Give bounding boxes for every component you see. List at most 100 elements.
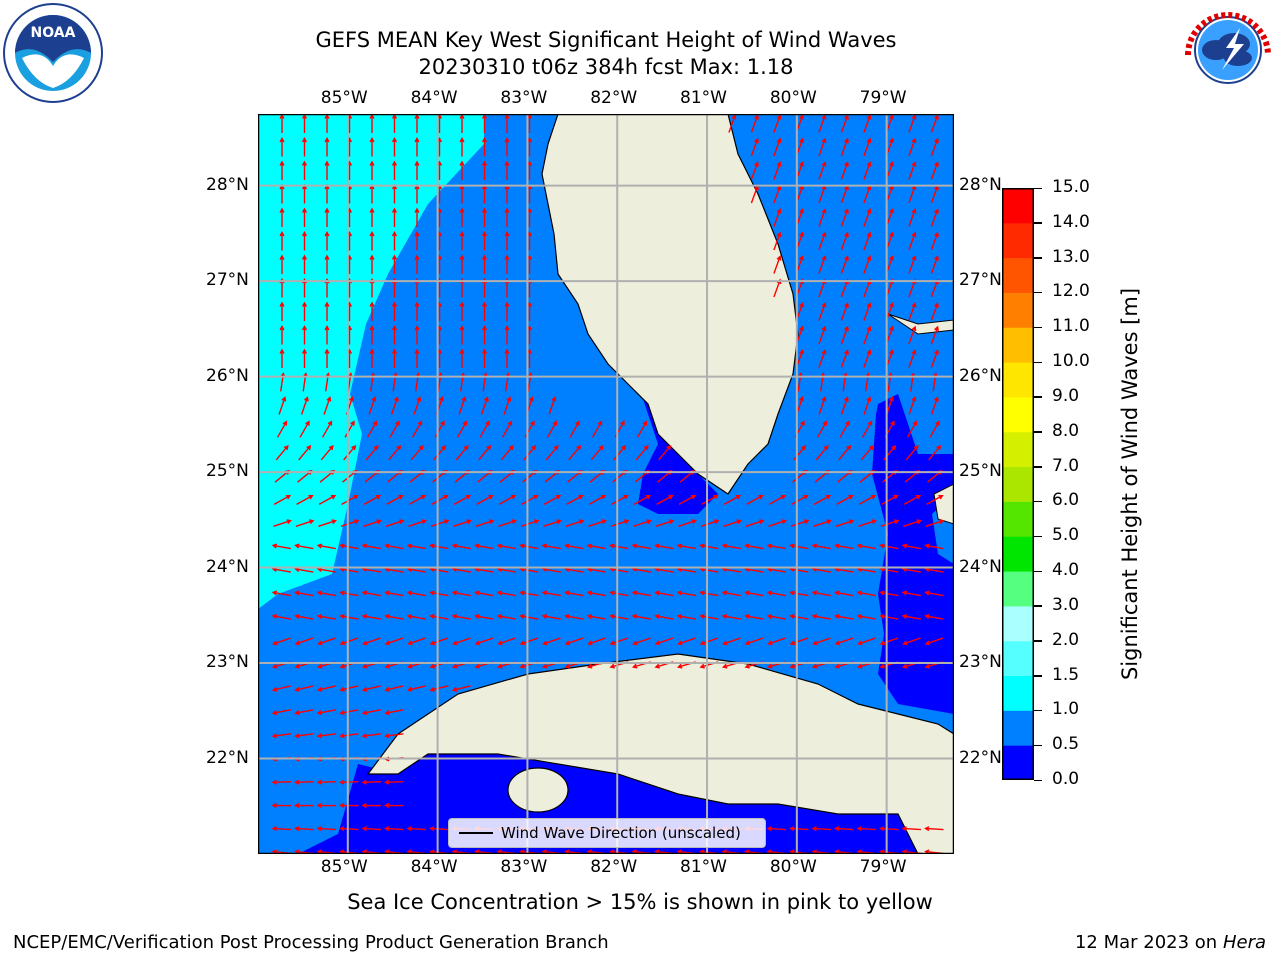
wind-arrow <box>456 420 468 438</box>
wind-arrow <box>676 613 696 620</box>
wind-arrow <box>863 349 872 368</box>
wind-arrow <box>750 161 759 180</box>
wind-arrow <box>481 137 488 157</box>
wind-arrow <box>362 637 381 646</box>
wind-arrow <box>654 637 674 646</box>
wind-arrow <box>723 494 742 505</box>
wind-arrow <box>406 543 426 550</box>
colorbar-tick-mark <box>1034 500 1042 503</box>
isla-juventud-land <box>507 767 569 813</box>
wind-arrow <box>818 208 827 227</box>
wind-arrow <box>789 637 809 646</box>
wind-arrow <box>429 543 449 550</box>
wind-arrow <box>386 494 404 505</box>
wind-arrow <box>901 590 921 597</box>
wind-arrow <box>678 519 697 527</box>
wind-arrow <box>361 685 381 692</box>
lon-label-bottom: 85°W <box>320 857 368 877</box>
wind-arrow <box>369 254 375 274</box>
wind-arrow <box>339 802 359 808</box>
wind-arrow <box>930 325 939 345</box>
wind-arrow <box>836 494 854 505</box>
wind-arrow <box>631 590 651 597</box>
colorbar-segment <box>1002 501 1034 537</box>
wind-arrow <box>369 207 375 227</box>
wind-arrow <box>609 590 629 597</box>
colorbar-tick-mark <box>1034 187 1042 189</box>
wind-arrow <box>564 613 584 620</box>
colorbar-segment <box>1002 466 1034 502</box>
lat-label-right: 25°N <box>959 461 1002 482</box>
wind-arrow <box>496 590 516 597</box>
wind-arrow <box>789 590 809 597</box>
wind-arrow <box>316 802 337 808</box>
wind-arrow <box>324 254 330 274</box>
wind-arrow <box>906 420 918 438</box>
colorbar-frame <box>1002 188 1034 780</box>
wind-arrow <box>324 160 330 180</box>
wind-arrow <box>863 255 872 274</box>
wind-arrow <box>924 826 944 832</box>
wind-arrow <box>459 254 465 274</box>
lat-label-left: 28°N <box>206 174 249 195</box>
colorbar-segment <box>1002 710 1034 746</box>
wind-arrow <box>588 494 607 505</box>
noaa-logo: NOAA <box>3 3 103 103</box>
wind-arrow <box>905 444 919 461</box>
wind-arrow <box>498 494 517 505</box>
chart-title-line2: 20230310 t06z 384h fcst Max: 1.18 <box>418 55 794 79</box>
colorbar-tick-label: 11.0 <box>1052 316 1090 337</box>
wind-arrow <box>586 613 606 620</box>
colorbar-tick-label: 2.0 <box>1052 629 1080 650</box>
colorbar-tick-mark <box>1034 640 1042 642</box>
wind-arrow <box>273 519 292 527</box>
colorbar-tick-mark <box>1034 605 1042 607</box>
wind-arrow <box>773 114 782 133</box>
wind-arrow <box>587 637 606 646</box>
wind-arrow <box>414 348 420 368</box>
wind-arrow <box>343 444 357 461</box>
colorbar-tick-label: 9.0 <box>1052 385 1080 406</box>
wind-arrow <box>452 637 471 646</box>
footer-host: Hera <box>1222 932 1266 953</box>
wind-arrow <box>474 590 494 597</box>
wind-arrow <box>655 519 675 527</box>
wind-arrow <box>504 254 510 274</box>
wind-arrow <box>856 826 877 832</box>
lon-label-top: 79°W <box>859 88 907 108</box>
colorbar-tick-label: 0.5 <box>1052 734 1080 755</box>
wind-arrow <box>384 826 404 832</box>
wind-arrow <box>811 543 831 550</box>
wind-arrow <box>930 208 939 227</box>
map-frame <box>258 114 954 854</box>
wind-arrow <box>339 685 359 692</box>
wind-arrow <box>523 444 537 461</box>
wind-arrow <box>361 802 382 808</box>
wind-arrow <box>930 255 939 274</box>
wind-arrow <box>451 543 471 550</box>
wind-arrow <box>451 613 471 620</box>
wind-arrow <box>339 733 359 739</box>
wind-arrow <box>301 254 308 274</box>
wind-arrow <box>744 543 764 550</box>
wind-arrow <box>271 543 291 550</box>
wind-arrow <box>384 637 404 646</box>
wind-arrow <box>429 637 449 646</box>
wind-arrow <box>908 114 917 133</box>
wind-arrow <box>496 613 516 620</box>
colorbar-tick-label: 3.0 <box>1052 594 1080 615</box>
colorbar-tick-mark <box>1034 222 1042 224</box>
wind-arrow <box>834 613 854 620</box>
wind-arrow <box>633 519 652 527</box>
wind-arrow <box>385 519 405 527</box>
wind-arrow <box>384 779 404 785</box>
wave-height-map <box>258 114 954 854</box>
wind-arrow <box>863 231 872 251</box>
wind-arrow <box>339 613 359 620</box>
wind-arrow <box>903 519 922 527</box>
wind-arrow <box>278 396 287 415</box>
wind-arrow <box>840 302 849 321</box>
wind-arrow <box>863 396 872 415</box>
colorbar-segment <box>1002 431 1034 468</box>
wind-arrow <box>908 231 917 251</box>
